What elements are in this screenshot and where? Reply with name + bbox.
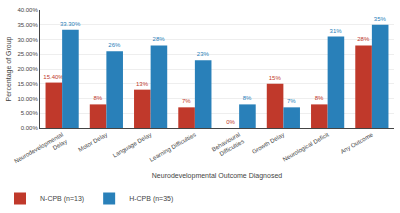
svg-text:10.00%: 10.00% bbox=[17, 96, 38, 102]
svg-text:35.00%: 35.00% bbox=[17, 22, 38, 28]
svg-text:40.00%: 40.00% bbox=[17, 7, 38, 13]
svg-text:Language Delay: Language Delay bbox=[112, 131, 153, 158]
svg-text:Neurodevelopmental Outcome Dia: Neurodevelopmental Outcome Diagnosed bbox=[152, 172, 282, 180]
svg-text:N-CPB (n=13): N-CPB (n=13) bbox=[40, 195, 84, 203]
svg-text:5.00%: 5.00% bbox=[21, 110, 39, 116]
svg-text:33.30%: 33.30% bbox=[60, 21, 81, 27]
svg-text:8%: 8% bbox=[93, 95, 102, 101]
svg-text:0.00%: 0.00% bbox=[21, 125, 39, 131]
svg-text:H-CPB (n=35): H-CPB (n=35) bbox=[129, 195, 173, 203]
svg-text:Percentage of Group: Percentage of Group bbox=[5, 36, 13, 101]
svg-text:7%: 7% bbox=[182, 98, 191, 104]
svg-text:30.00%: 30.00% bbox=[17, 37, 38, 43]
svg-text:NeurodevelopmentalDelay: NeurodevelopmentalDelay bbox=[13, 131, 68, 171]
svg-text:Any Outcome: Any Outcome bbox=[339, 131, 374, 155]
svg-text:Neurological Deficit: Neurological Deficit bbox=[282, 131, 330, 162]
svg-text:15%: 15% bbox=[269, 75, 282, 81]
svg-text:23%: 23% bbox=[197, 51, 210, 57]
svg-text:28%: 28% bbox=[153, 36, 166, 42]
svg-text:28%: 28% bbox=[357, 36, 370, 42]
svg-text:31%: 31% bbox=[330, 28, 343, 34]
svg-text:Motor Delay: Motor Delay bbox=[77, 131, 108, 152]
svg-text:25.00%: 25.00% bbox=[17, 51, 38, 57]
svg-text:15.40%: 15.40% bbox=[43, 74, 64, 80]
svg-text:26%: 26% bbox=[108, 42, 121, 48]
svg-text:Learning Difficulties: Learning Difficulties bbox=[149, 131, 197, 162]
svg-text:Growth Delay: Growth Delay bbox=[251, 131, 285, 154]
svg-text:BehaviouralDifficulties: BehaviouralDifficulties bbox=[211, 131, 245, 159]
svg-text:0%: 0% bbox=[226, 119, 235, 125]
svg-text:15.00%: 15.00% bbox=[17, 81, 38, 87]
svg-text:35%: 35% bbox=[374, 16, 387, 22]
svg-text:8%: 8% bbox=[243, 95, 252, 101]
svg-text:8%: 8% bbox=[315, 95, 324, 101]
svg-text:20.00%: 20.00% bbox=[17, 66, 38, 72]
svg-text:13%: 13% bbox=[136, 81, 149, 87]
svg-text:7%: 7% bbox=[287, 98, 296, 104]
